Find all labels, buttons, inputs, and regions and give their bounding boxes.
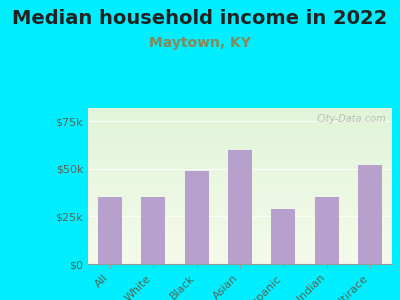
Text: Maytown, KY: Maytown, KY: [149, 36, 251, 50]
Bar: [315, 197, 339, 264]
Text: City-Data.com: City-Data.com: [316, 114, 386, 124]
Bar: [98, 197, 122, 264]
Text: Median household income in 2022: Median household income in 2022: [12, 9, 388, 28]
Bar: [228, 150, 252, 264]
Bar: [141, 197, 165, 264]
Bar: [185, 171, 208, 264]
Bar: [272, 209, 295, 264]
Bar: [358, 165, 382, 264]
